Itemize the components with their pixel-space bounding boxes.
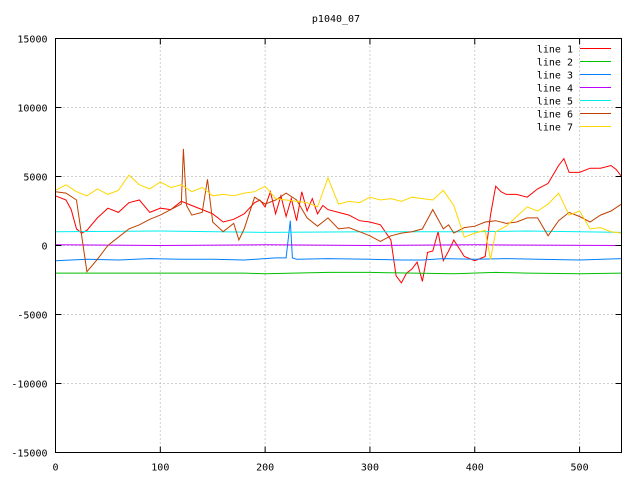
series-line-5 [55, 230, 622, 233]
series-layer [55, 148, 622, 284]
series-line-3 [55, 220, 622, 262]
legend-label-4: line 4 [537, 84, 573, 95]
x-tick-label: 100 [151, 463, 169, 474]
series-line-7 [55, 174, 622, 260]
chart-title: p1040_07 [312, 14, 360, 25]
axis-ticks: 0 100 200 300 400 500 15000 10000 5000 0 -5000 -100… [11, 35, 622, 474]
y-tick-label: -15000 [11, 449, 47, 460]
series-line-6 [55, 148, 622, 273]
y-tick-label: 10000 [17, 104, 47, 115]
x-tick-label: 300 [361, 463, 379, 474]
legend-label-5: line 5 [537, 97, 573, 108]
grid [55, 38, 622, 453]
y-tick-label: 0 [41, 242, 47, 253]
legend-label-7: line 7 [537, 123, 573, 134]
legend: line 1 line 2 line 3 line 4 line 5 line 6 line… [537, 45, 611, 134]
series-line-2 [55, 271, 622, 275]
y-tick-label: 5000 [23, 173, 47, 184]
x-tick-label: 200 [256, 463, 274, 474]
y-tick-label: -10000 [11, 380, 47, 391]
legend-label-1: line 1 [537, 45, 573, 56]
x-tick-label: 500 [571, 463, 589, 474]
x-tick-label: 0 [52, 463, 58, 474]
y-tick-label: 15000 [17, 35, 47, 46]
y-tick-label: -5000 [17, 311, 47, 322]
x-tick-label: 400 [466, 463, 484, 474]
series-line-4 [55, 244, 622, 247]
series-line-1 [55, 157, 622, 284]
legend-label-6: line 6 [537, 110, 573, 121]
legend-label-3: line 3 [537, 71, 573, 82]
legend-label-2: line 2 [537, 58, 573, 69]
